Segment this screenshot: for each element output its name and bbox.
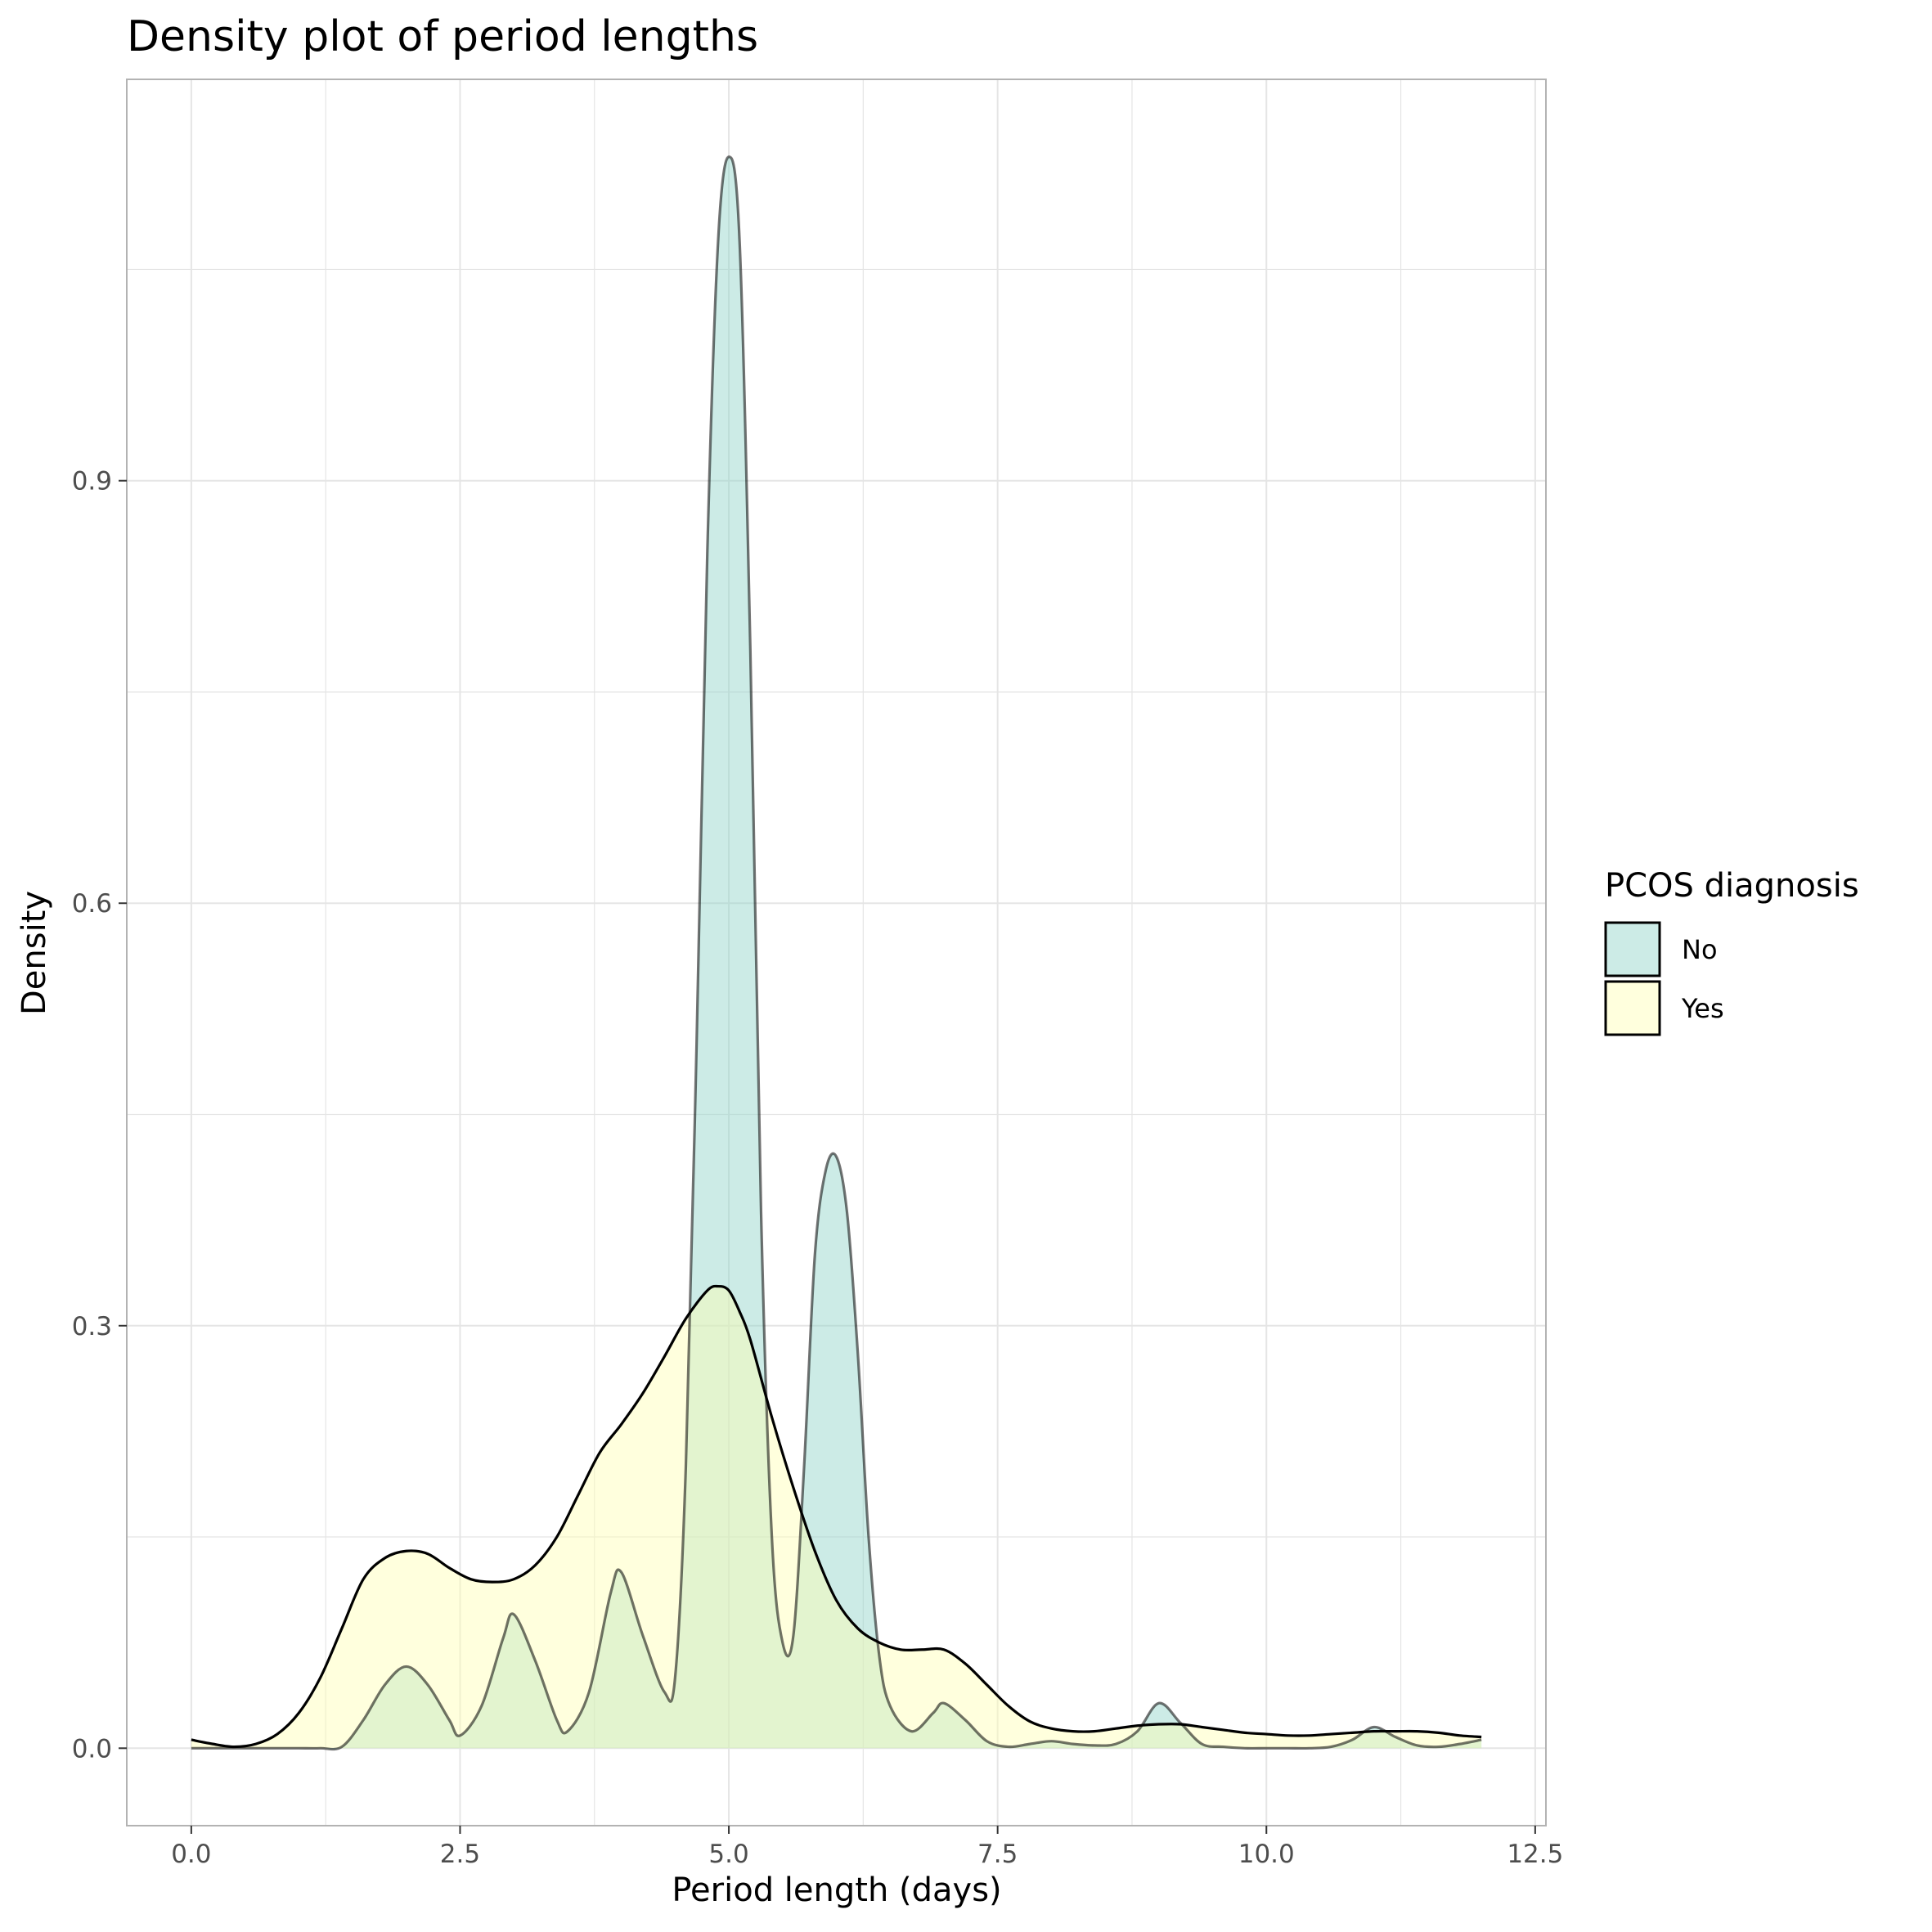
y-tick-label: 0.6 [72, 889, 112, 919]
x-tick-label: 7.5 [977, 1840, 1018, 1869]
y-tick-label: 0.0 [72, 1734, 112, 1764]
legend-key-yes [1604, 980, 1661, 1036]
legend-label-yes: Yes [1681, 993, 1724, 1024]
x-tick-label: 0.0 [171, 1840, 211, 1869]
y-axis-title: Density [16, 891, 53, 1015]
density-areas [191, 156, 1482, 1750]
x-tick-label: 10.0 [1238, 1840, 1295, 1869]
legend-title: PCOS diagnosis [1605, 867, 1859, 905]
x-axis-title: Period length (days) [672, 1871, 1001, 1909]
legend: PCOS diagnosis No Yes [1604, 867, 1859, 1036]
x-axis-ticks: 0.0 2.5 5.0 7.5 10.0 12.5 [171, 1826, 1563, 1869]
x-tick-label: 12.5 [1507, 1840, 1563, 1869]
legend-key-no [1604, 921, 1661, 977]
density-area-yes [191, 1286, 1482, 1749]
x-tick-label: 5.0 [708, 1840, 748, 1869]
chart-title: Density plot of period lengths [127, 12, 758, 61]
minor-gridlines [127, 79, 1546, 1826]
density-area-no [191, 156, 1482, 1750]
x-tick-label: 2.5 [440, 1840, 480, 1869]
y-axis-ticks: 0.0 0.3 0.6 0.9 [72, 467, 127, 1764]
density-line-yes [191, 1284, 1482, 1749]
legend-label-no: No [1682, 934, 1718, 965]
major-gridlines [127, 79, 1546, 1826]
panel-border [126, 79, 1547, 1826]
density-outlines [191, 155, 1482, 1751]
y-tick-label: 0.9 [72, 467, 112, 496]
y-tick-label: 0.3 [72, 1312, 112, 1341]
